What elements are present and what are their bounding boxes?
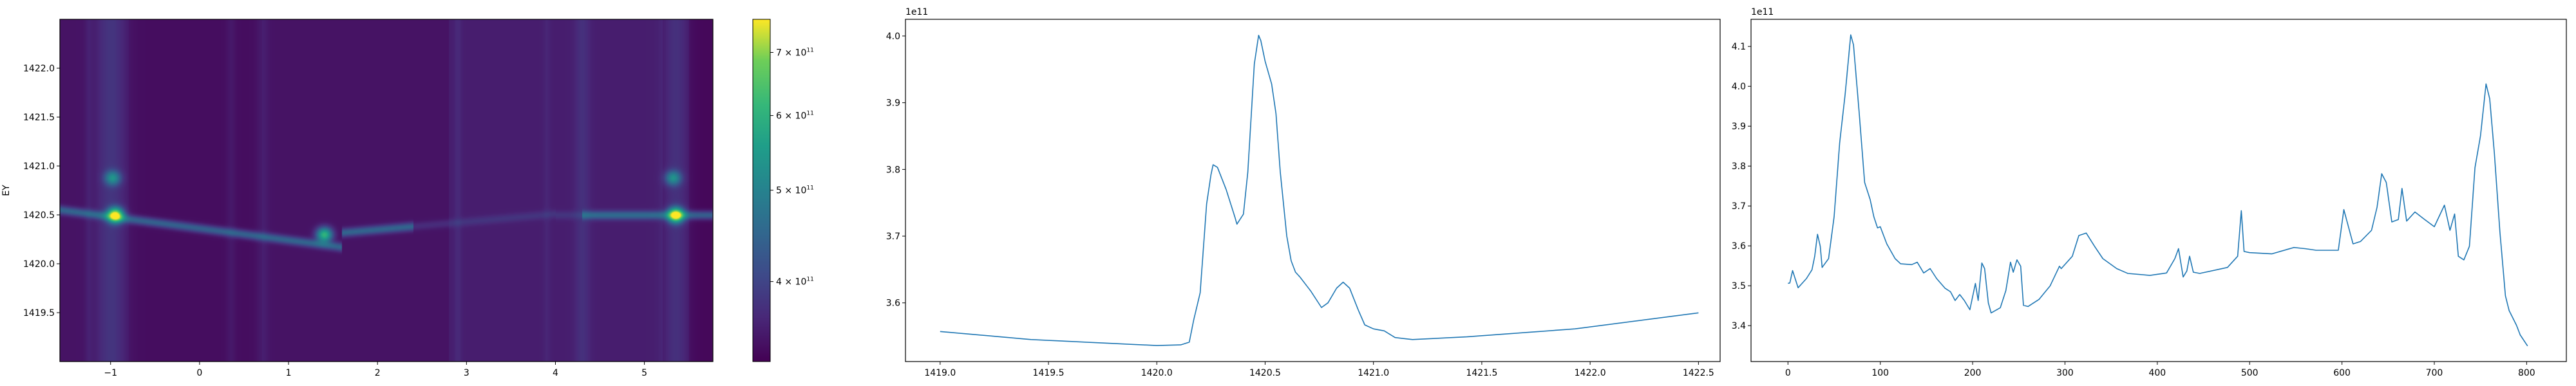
axes-frame xyxy=(905,19,1721,362)
x-tick-label: 1421.5 xyxy=(1466,368,1497,378)
y-tick-label: 3.9 xyxy=(1732,122,1746,132)
x-tick-label: 1419.0 xyxy=(924,368,956,378)
y-tick-label: 3.4 xyxy=(1732,321,1746,331)
colorbar-gradient xyxy=(752,19,771,362)
x-tick-label: 5 xyxy=(641,368,647,378)
line-plot-2: 0 100 200 300 400 500 600 700 800 3.4 3.5 3.6 3.7 3.8… xyxy=(1732,7,2567,378)
colorbar-tick-label: 5 × 1011 xyxy=(776,185,814,196)
x-tick-label: 400 xyxy=(2148,368,2166,378)
heatmap-axes: EY −1 0 1 2 3 4 5 1419.5 1420.0 1420.5 1421.0 1421.… xyxy=(1,19,714,378)
x-tick-label: 0 xyxy=(1785,368,1791,378)
x-tick-label: 1 xyxy=(286,368,292,378)
y-tick-label: 4.0 xyxy=(1732,82,1746,92)
x-tick-label: 100 xyxy=(1871,368,1889,378)
heatmap-ylabel: EY xyxy=(1,185,12,196)
y-tick-label: 4.1 xyxy=(1732,42,1746,52)
x-tick-label: 3 xyxy=(464,368,469,378)
y-tick-label: 1421.5 xyxy=(23,113,55,123)
line-plot-1: 1419.0 1419.5 1420.0 1420.5 1421.0 1421.5 1422… xyxy=(886,7,1721,378)
offset-label: 1e11 xyxy=(1751,7,1774,17)
x-tick-label: 1422.0 xyxy=(1575,368,1606,378)
y-tick-label: 3.8 xyxy=(886,165,900,175)
y-tick-label: 3.6 xyxy=(1732,241,1746,252)
y-tick-label: 1422.0 xyxy=(23,64,55,74)
x-tick-label: 1420.5 xyxy=(1249,368,1281,378)
series-line xyxy=(1788,34,2528,347)
y-tick-label: 3.7 xyxy=(1732,201,1746,212)
y-tick-label: 1419.5 xyxy=(23,308,55,318)
y-tick-label: 4.0 xyxy=(886,32,900,42)
y-tick-label: 3.7 xyxy=(886,232,900,242)
y-tick-label: 1420.5 xyxy=(23,210,55,221)
x-tick-label: 600 xyxy=(2333,368,2351,378)
x-tick-label: 1420.0 xyxy=(1141,368,1173,378)
x-tick-label: 800 xyxy=(2518,368,2535,378)
x-tick-label: 500 xyxy=(2241,368,2259,378)
offset-label: 1e11 xyxy=(905,7,928,17)
axes-frame xyxy=(1750,19,2567,362)
y-tick-label: 3.9 xyxy=(886,98,900,109)
heatmap-image xyxy=(60,19,713,362)
x-tick-label: 700 xyxy=(2426,368,2443,378)
x-tick-label: 0 xyxy=(196,368,202,378)
heatmap-frame xyxy=(59,19,714,362)
x-tick-label: 2 xyxy=(375,368,381,378)
x-tick-label: 1419.5 xyxy=(1033,368,1065,378)
colorbar-tick-label: 6 × 1011 xyxy=(776,111,814,122)
y-tick-label: 3.6 xyxy=(886,299,900,309)
x-tick-label: 4 xyxy=(553,368,558,378)
x-tick-label: −1 xyxy=(104,368,117,378)
y-tick-label: 1421.0 xyxy=(23,161,55,172)
y-tick-label: 3.8 xyxy=(1732,161,1746,172)
colorbar-tick-label: 4 × 1011 xyxy=(776,277,814,288)
series-line xyxy=(940,35,1699,346)
y-tick-label: 1420.0 xyxy=(23,259,55,270)
x-tick-label: 1421.0 xyxy=(1358,368,1389,378)
x-tick-label: 300 xyxy=(2056,368,2074,378)
colorbar-tick-label: 7 × 1011 xyxy=(776,47,814,58)
colorbar: 4 × 1011 6 × 1011 5 × 1011 7 × 1011 xyxy=(752,19,814,362)
x-tick-label: 200 xyxy=(1964,368,1982,378)
y-tick-label: 3.5 xyxy=(1732,281,1746,291)
x-tick-label: 1422.5 xyxy=(1683,368,1714,378)
